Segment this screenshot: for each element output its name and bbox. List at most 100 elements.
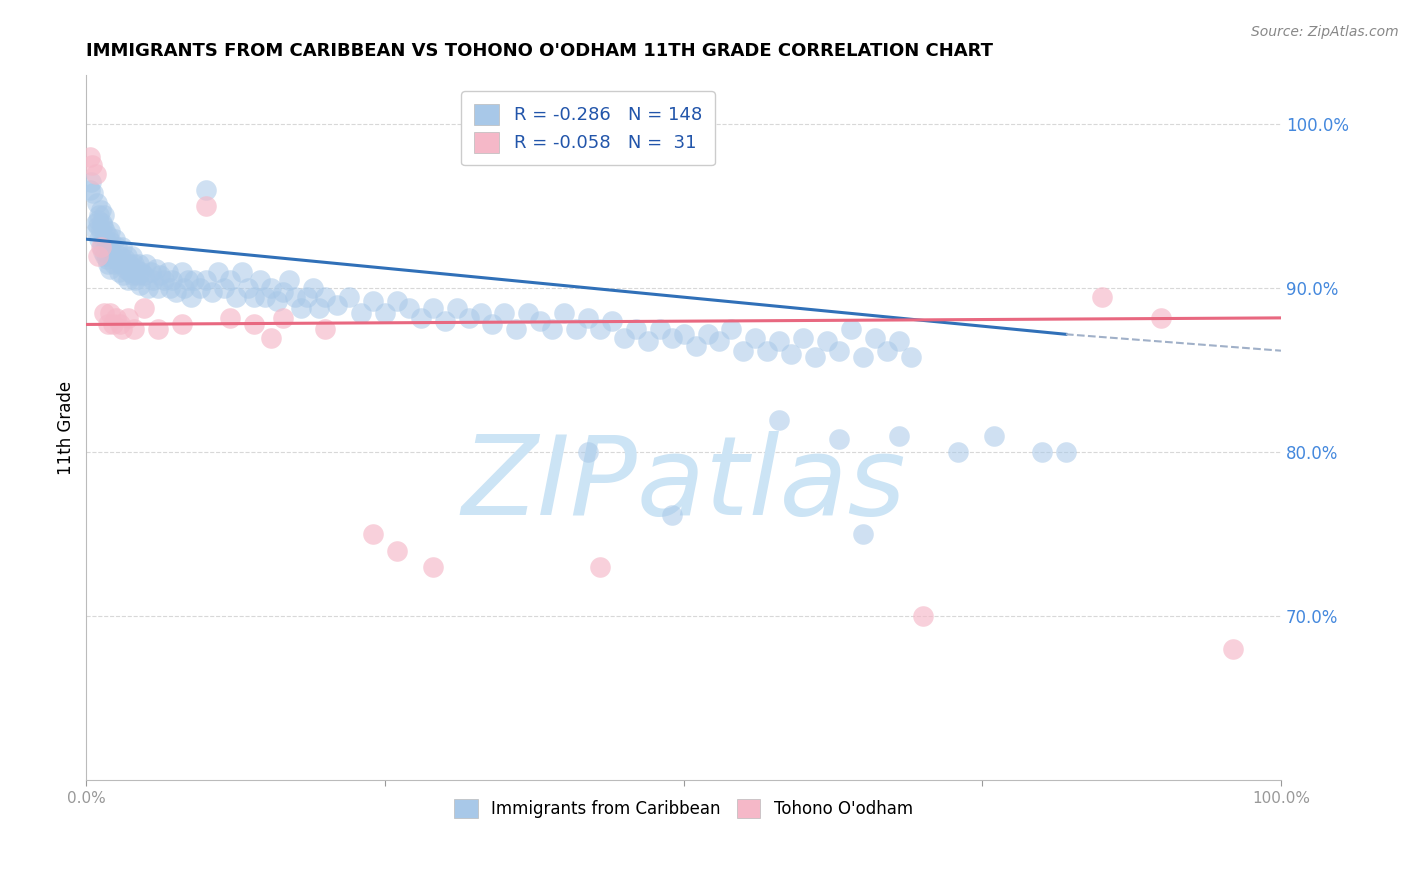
Point [242,318,264,332]
Point [93,208,115,222]
Point [90,216,112,230]
Point [122,268,145,283]
Point [302,281,325,295]
Point [672,327,695,342]
Point [529,314,551,328]
Point [107,265,129,279]
Point [409,310,432,325]
Point [105,240,128,254]
Point [948,445,970,459]
Point [876,343,898,358]
Point [87,212,110,227]
Point [1150,310,1173,325]
Point [101,249,124,263]
Point [589,322,612,336]
Point [156,265,179,279]
Point [337,289,360,303]
Point [297,289,319,303]
Point [744,330,766,344]
Point [576,445,599,459]
Point [194,273,217,287]
Point [637,334,659,348]
Point [132,301,155,315]
Point [1222,642,1244,657]
Point [173,281,195,295]
Point [117,273,139,287]
Point [84,216,107,230]
Point [361,294,384,309]
Point [576,310,599,325]
Point [260,281,283,295]
Point [108,318,131,332]
Point [135,257,157,271]
Point [142,273,165,287]
Point [446,301,468,315]
Text: Source: ZipAtlas.com: Source: ZipAtlas.com [1251,25,1399,39]
Point [661,508,683,522]
Legend: Immigrants from Caribbean, Tohono O'odham: Immigrants from Caribbean, Tohono O'odha… [447,792,920,825]
Point [82,186,104,201]
Point [90,202,112,217]
Point [127,268,149,283]
Point [756,343,779,358]
Point [96,252,118,266]
Point [122,257,145,271]
Point [983,429,1005,443]
Point [146,281,169,295]
Point [129,278,152,293]
Point [433,314,456,328]
Point [96,235,118,250]
Point [117,310,139,325]
Point [613,330,636,344]
Point [600,314,623,328]
Point [94,224,117,238]
Point [165,285,187,299]
Point [218,273,240,287]
Point [565,322,588,336]
Point [79,183,101,197]
Point [124,273,146,287]
Point [120,265,142,279]
Point [105,252,128,266]
Point [517,306,540,320]
Point [314,289,336,303]
Point [398,301,420,315]
Point [422,301,444,315]
Point [290,301,312,315]
Point [98,224,121,238]
Point [80,175,103,189]
Point [589,560,612,574]
Text: IMMIGRANTS FROM CARIBBEAN VS TOHONO O'ODHAM 11TH GRADE CORRELATION CHART: IMMIGRANTS FROM CARIBBEAN VS TOHONO O'OD… [86,42,993,60]
Point [231,265,253,279]
Point [114,261,136,276]
Point [153,273,176,287]
Point [225,289,247,303]
Point [146,322,169,336]
Point [457,310,479,325]
Point [709,334,731,348]
Point [86,196,108,211]
Point [218,310,240,325]
Point [149,268,172,283]
Point [94,249,117,263]
Point [129,265,152,279]
Point [852,527,875,541]
Point [183,273,205,287]
Point [900,350,922,364]
Point [180,289,202,303]
Point [103,257,125,271]
Point [91,245,114,260]
Point [887,334,910,348]
Point [98,261,121,276]
Point [804,350,827,364]
Point [815,334,838,348]
Point [82,158,104,172]
Point [768,412,790,426]
Point [111,240,134,254]
Point [87,219,110,233]
Point [98,306,121,320]
Point [177,273,200,287]
Point [685,339,707,353]
Point [720,322,742,336]
Point [792,330,814,344]
